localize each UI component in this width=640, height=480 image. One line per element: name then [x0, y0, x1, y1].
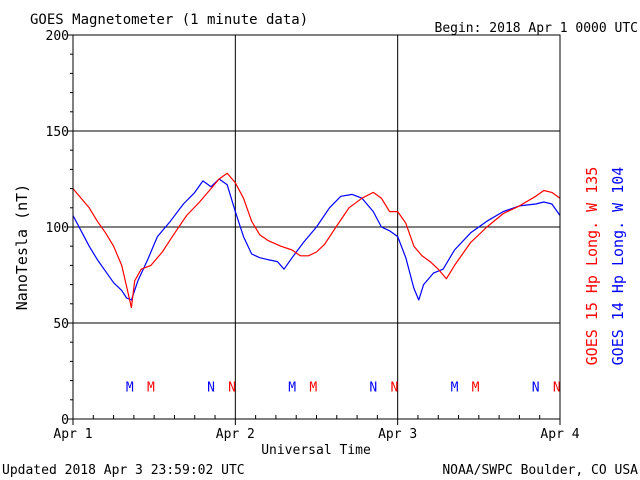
annotation-marker: M — [472, 380, 480, 395]
x-tick-labels: Apr 1 Apr 2 Apr 3 Apr 4 — [53, 427, 579, 442]
annotation-marker: M — [126, 380, 134, 395]
annotation-marker: N — [391, 380, 399, 395]
annotation-marker: N — [228, 380, 236, 395]
series-goes15-line — [72, 172, 561, 309]
x-axis-label: Universal Time — [261, 443, 371, 458]
x-tick-label: Apr 1 — [53, 427, 92, 442]
x-tick-label: Apr 3 — [378, 427, 417, 442]
credit-text: NOAA/SWPC Boulder, CO USA — [442, 463, 638, 478]
annotation-marker: N — [207, 380, 215, 395]
legend-goes15: GOES 15 Hp Long. W 135 — [583, 167, 601, 366]
series-goes14-line — [72, 178, 561, 301]
legend-goes14: GOES 14 Hp Long. W 104 — [609, 167, 627, 366]
y-tick-label: 100 — [46, 221, 69, 236]
annotation-marker: M — [309, 380, 317, 395]
y-tick-label: 50 — [53, 317, 69, 332]
annotation-marker: M — [451, 380, 459, 395]
y-tick-label: 0 — [61, 413, 69, 428]
annotation-marker: N — [553, 380, 561, 395]
y-tick-label: 200 — [46, 29, 69, 44]
x-tick-label: Apr 2 — [216, 427, 255, 442]
annotation-marker: M — [288, 380, 296, 395]
begin-time: Begin: 2018 Apr 1 0000 UTC — [435, 21, 639, 36]
y-tick-labels: 0 50 100 150 200 — [46, 29, 69, 428]
plot-frame — [72, 34, 561, 420]
updated-timestamp: Updated 2018 Apr 3 23:59:02 UTC — [2, 463, 245, 478]
annotation-marker: N — [369, 380, 377, 395]
annotation-marker: M — [147, 380, 155, 395]
y-tick-label: 150 — [46, 125, 69, 140]
annotation-marker: N — [532, 380, 540, 395]
x-tick-label: Apr 4 — [540, 427, 579, 442]
series-lines — [72, 172, 561, 309]
chart-title: GOES Magnetometer (1 minute data) — [30, 12, 308, 28]
y-axis-label: NanoTesla (nT) — [13, 184, 31, 310]
